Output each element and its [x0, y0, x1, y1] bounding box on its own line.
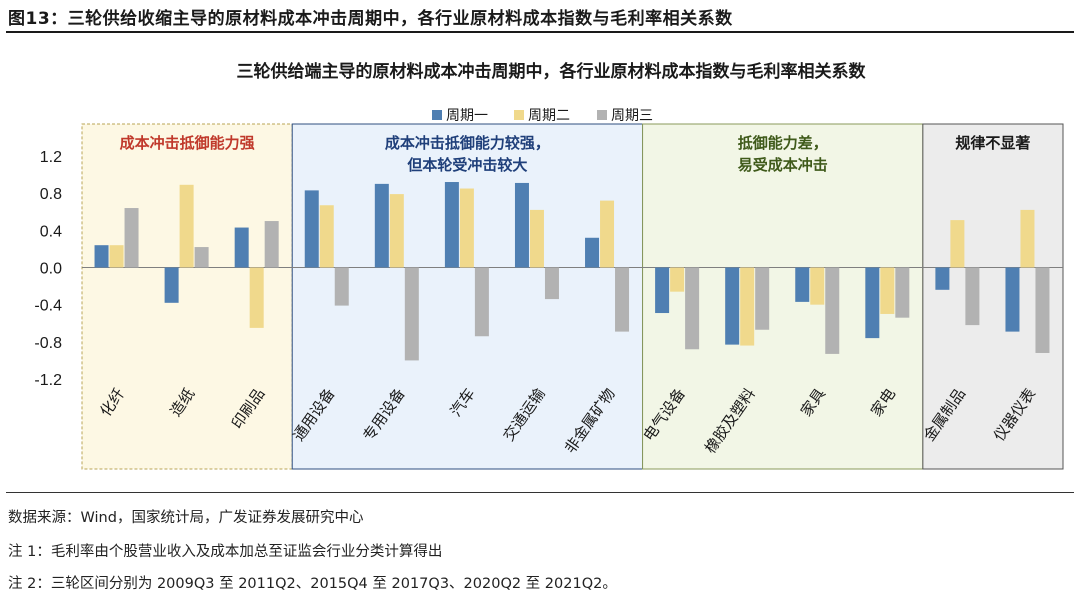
top-rule	[6, 31, 1074, 33]
bar-series-2-11	[810, 267, 825, 305]
bar-series-2-13	[950, 220, 965, 268]
bar-series-1-6	[444, 182, 459, 268]
note-2: 注 2：三轮区间分别为 2009Q3 至 2011Q2、2015Q4 至 201…	[8, 576, 617, 592]
group-label-4: 规律不显著	[955, 134, 1030, 152]
bar-series-2-2	[179, 184, 194, 268]
bar-series-1-7	[514, 182, 529, 268]
legend-swatch-2	[514, 110, 524, 120]
group-label-3-line-2: 易受成本冲击	[738, 156, 828, 174]
bar-series-2-4	[319, 205, 334, 268]
bar-series-1-8	[585, 237, 600, 268]
bar-series-3-4	[334, 267, 349, 306]
bar-series-3-12	[895, 267, 910, 318]
legend-swatch-3	[597, 110, 607, 120]
bar-series-1-1	[94, 245, 109, 268]
bar-series-2-6	[459, 188, 474, 268]
y-tick-label: -0.8	[34, 335, 62, 352]
bar-series-3-14	[1035, 267, 1050, 353]
bar-series-1-4	[304, 190, 319, 268]
bar-series-3-1	[124, 208, 139, 268]
bar-series-3-6	[474, 267, 489, 337]
y-tick-label: -0.4	[34, 298, 62, 315]
bar-series-2-7	[529, 209, 544, 268]
group-label-3-line-1: 抵御能力差，	[738, 134, 828, 152]
y-tick-label: 1.2	[40, 149, 62, 166]
legend-label-2: 周期二	[528, 108, 570, 124]
bar-series-1-2	[164, 267, 179, 303]
bar-series-3-7	[544, 267, 559, 300]
bar-series-1-14	[1005, 267, 1020, 332]
bar-series-3-5	[404, 267, 419, 361]
bar-series-3-13	[965, 267, 980, 326]
bar-series-2-3	[249, 267, 264, 328]
bar-series-2-5	[389, 194, 404, 268]
group-box-2	[291, 123, 644, 470]
y-tick-label: 0.8	[40, 186, 62, 203]
bar-series-1-11	[795, 267, 810, 302]
bar-series-2-12	[880, 267, 895, 314]
bottom-rule	[6, 492, 1074, 493]
bar-series-1-12	[865, 267, 880, 339]
group-label-2-line-1: 成本冲击抵御能力较强，	[385, 134, 550, 152]
legend-label-3: 周期三	[611, 108, 653, 124]
bar-series-3-3	[264, 221, 279, 268]
bar-series-3-10	[755, 267, 770, 330]
legend-swatch-1	[432, 110, 442, 120]
bar-series-3-8	[615, 267, 630, 332]
bar-series-3-9	[685, 267, 700, 350]
bar-series-1-3	[234, 227, 249, 268]
bar-series-2-14	[1020, 209, 1035, 268]
bar-series-3-2	[194, 247, 209, 268]
y-tick-label: -1.2	[34, 372, 62, 389]
bar-series-2-10	[740, 267, 755, 346]
y-tick-label: 0.4	[40, 223, 62, 240]
chart-title: 三轮供给端主导的原材料成本冲击周期中，各行业原材料成本指数与毛利率相关系数	[237, 61, 867, 82]
bar-series-2-9	[670, 267, 685, 292]
y-tick-label: 0.0	[40, 261, 62, 278]
source-note: 数据来源：Wind，国家统计局，广发证券发展研究中心	[8, 510, 364, 526]
bar-series-1-10	[725, 267, 740, 345]
figure-title: 图13：三轮供给收缩主导的原材料成本冲击周期中，各行业原材料成本指数与毛利率相关…	[8, 9, 733, 29]
note-1: 注 1：毛利率由个股营业收入及成本加总至证监会行业分类计算得出	[8, 544, 443, 560]
bar-series-1-5	[374, 183, 389, 268]
bar-series-1-9	[655, 267, 670, 314]
bar-chart: 三轮供给端主导的原材料成本冲击周期中，各行业原材料成本指数与毛利率相关系数周期一…	[34, 61, 1064, 470]
bar-series-2-1	[109, 245, 124, 268]
bar-series-1-13	[935, 267, 950, 290]
legend-label-1: 周期一	[446, 108, 488, 124]
group-label-1: 成本冲击抵御能力强	[120, 134, 255, 152]
bar-series-3-11	[825, 267, 840, 354]
bar-series-2-8	[600, 200, 615, 268]
group-label-2-line-2: 但本轮受冲击较大	[406, 156, 527, 174]
